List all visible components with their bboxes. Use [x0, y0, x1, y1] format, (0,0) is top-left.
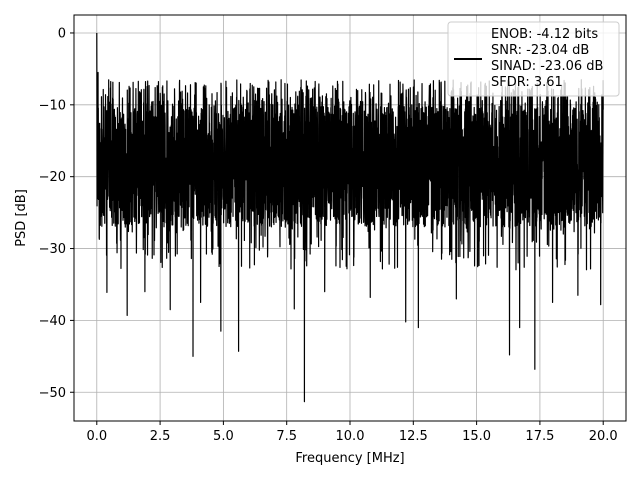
y-tick-label: −20 — [39, 170, 66, 185]
legend-entry-line: SFDR: 3.61 — [491, 75, 563, 90]
x-tick-label: 7.5 — [276, 429, 297, 444]
y-tick-label: −30 — [39, 242, 66, 257]
series-group — [96, 32, 604, 403]
y-axis-ticks: 0 −10 −20 −30 −40 −50 — [39, 26, 74, 401]
x-tick-label: 2.5 — [150, 429, 171, 444]
psd-line — [96, 32, 604, 403]
y-tick-label: 0 — [58, 26, 66, 41]
x-tick-label: 15.0 — [462, 429, 491, 444]
x-tick-label: 10.0 — [336, 429, 365, 444]
x-tick-label: 12.5 — [399, 429, 428, 444]
y-tick-label: −40 — [39, 314, 66, 329]
y-axis-label: PSD [dB] — [14, 189, 29, 247]
x-tick-label: 20.0 — [589, 429, 618, 444]
legend-entry-line: ENOB: -4.12 bits — [491, 27, 598, 42]
legend-entry-line: SNR: -23.04 dB — [491, 43, 589, 58]
x-axis-ticks: 0.0 2.5 5.0 7.5 10.0 12.5 15.0 17.5 20.0 — [86, 421, 618, 444]
legend-box — [447, 21, 620, 97]
x-tick-label: 17.5 — [525, 429, 554, 444]
x-axis-label: Frequency [MHz] — [295, 451, 404, 466]
x-tick-label: 0.0 — [86, 429, 107, 444]
x-tick-label: 5.0 — [213, 429, 234, 444]
y-tick-label: −50 — [39, 386, 66, 401]
legend-entry-line: SINAD: -23.06 dB — [491, 59, 603, 74]
y-tick-label: −10 — [39, 98, 66, 113]
